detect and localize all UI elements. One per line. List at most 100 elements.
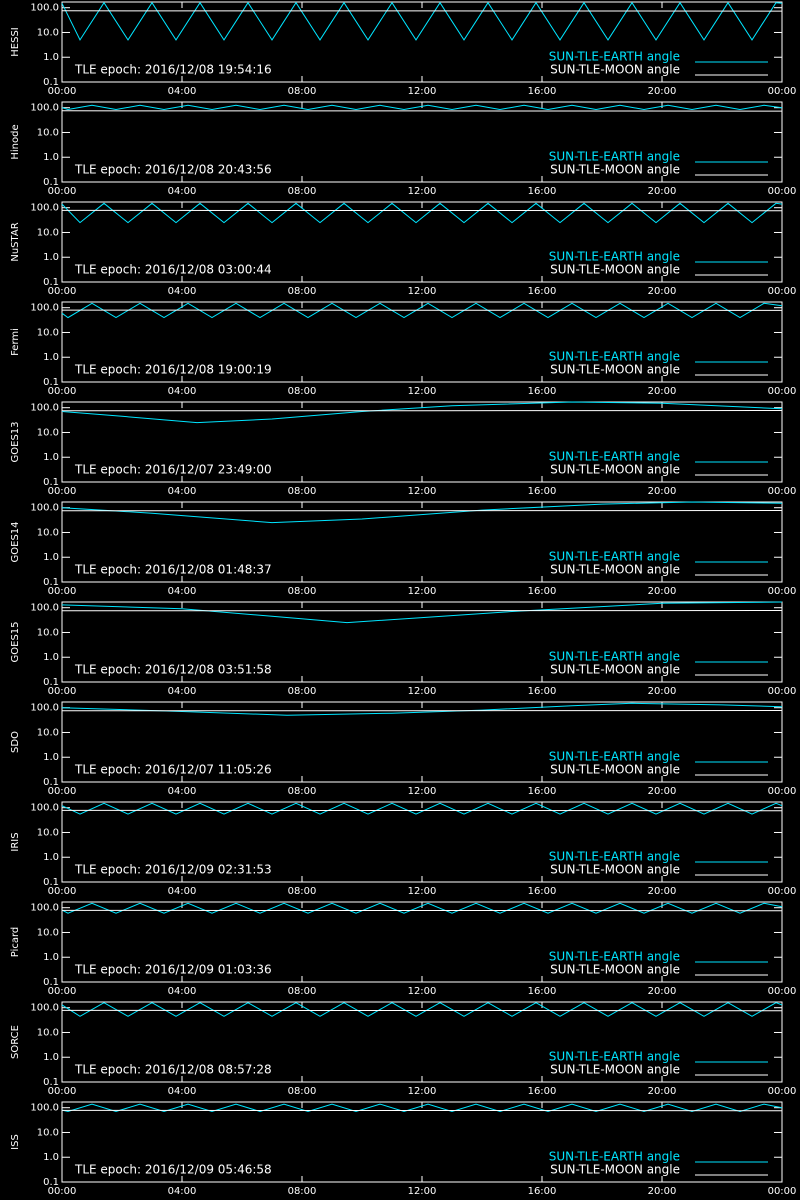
y-tick-label: 10.0	[37, 327, 59, 338]
x-tick-label: 12:00	[408, 786, 437, 797]
y-tick-label: 10.0	[37, 27, 59, 38]
x-tick-label: 16:00	[528, 86, 557, 97]
y-tick-label: 10.0	[37, 127, 59, 138]
series-line	[61, 104, 783, 111]
x-tick-label: 20:00	[648, 86, 677, 97]
x-tick-label: 12:00	[408, 686, 437, 697]
series-line	[61, 1, 783, 41]
x-tick-label: 00:00	[48, 86, 77, 97]
legend-label: SUN-TLE-EARTH angle	[549, 50, 680, 64]
x-tick-label: 20:00	[648, 886, 677, 897]
x-tick-label: 00:00	[768, 886, 797, 897]
y-tick-label: 100.0	[30, 1103, 59, 1114]
x-tick-label: 08:00	[288, 986, 317, 997]
x-tick-label: 00:00	[48, 686, 77, 697]
y-tick-label: 100.0	[30, 203, 59, 214]
legend-label: SUN-TLE-MOON angle	[550, 163, 680, 177]
x-tick-label: 04:00	[168, 686, 197, 697]
x-tick-label: 00:00	[768, 386, 797, 397]
x-tick-label: 04:00	[168, 1086, 197, 1097]
annotation: TLE epoch: 2016/12/08 03:00:44	[74, 263, 272, 277]
x-tick-label: 16:00	[528, 586, 557, 597]
x-tick-label: 12:00	[408, 886, 437, 897]
annotation: TLE epoch: 2016/12/08 19:00:19	[74, 363, 272, 377]
x-tick-label: 00:00	[768, 586, 797, 597]
y-axis-label: HESSI	[10, 27, 21, 56]
x-tick-label: 16:00	[528, 1086, 557, 1097]
y-tick-label: 1.0	[43, 252, 59, 263]
legend-label: SUN-TLE-MOON angle	[550, 763, 680, 777]
y-tick-label: 100.0	[30, 703, 59, 714]
y-tick-label: 10.0	[37, 627, 59, 638]
y-tick-label: 10.0	[37, 1027, 59, 1038]
x-tick-label: 04:00	[168, 1186, 197, 1197]
y-tick-label: 1.0	[43, 652, 59, 663]
x-tick-label: 00:00	[768, 286, 797, 297]
y-axis-label: Hinode	[10, 124, 21, 159]
x-tick-label: 04:00	[168, 86, 197, 97]
x-tick-label: 08:00	[288, 886, 317, 897]
legend-label: SUN-TLE-MOON angle	[550, 263, 680, 277]
y-axis-label: GOES13	[10, 421, 21, 462]
y-tick-label: 0.1	[43, 1077, 59, 1088]
y-tick-label: 0.1	[43, 677, 59, 688]
y-tick-label: 10.0	[37, 227, 59, 238]
legend-label: SUN-TLE-EARTH angle	[549, 250, 680, 264]
y-tick-label: 0.1	[43, 177, 59, 188]
annotation: TLE epoch: 2016/12/09 01:03:36	[74, 963, 272, 977]
y-tick-label: 0.1	[43, 277, 59, 288]
legend-label: SUN-TLE-EARTH angle	[549, 950, 680, 964]
annotation: TLE epoch: 2016/12/08 01:48:37	[74, 563, 272, 577]
x-tick-label: 00:00	[48, 1086, 77, 1097]
panel: GOES15 0.1 1.0 10.0 100.0 00:00 04:00 08:00 12:0…	[10, 601, 797, 697]
annotation: TLE epoch: 2016/12/08 20:43:56	[74, 163, 272, 177]
x-tick-label: 00:00	[48, 586, 77, 597]
series-line	[61, 1002, 783, 1017]
x-tick-label: 20:00	[648, 786, 677, 797]
legend-label: SUN-TLE-EARTH angle	[549, 350, 680, 364]
x-tick-label: 12:00	[408, 286, 437, 297]
x-tick-label: 00:00	[48, 886, 77, 897]
x-tick-label: 00:00	[768, 486, 797, 497]
x-tick-label: 04:00	[168, 786, 197, 797]
x-tick-label: 16:00	[528, 286, 557, 297]
x-tick-label: 16:00	[528, 786, 557, 797]
series-line	[61, 702, 783, 716]
y-tick-label: 100.0	[30, 503, 59, 514]
x-tick-label: 16:00	[528, 386, 557, 397]
y-tick-label: 0.1	[43, 577, 59, 588]
panel: GOES13 0.1 1.0 10.0 100.0 00:00 04:00 08:00 12:0…	[10, 401, 797, 497]
x-tick-label: 16:00	[528, 1186, 557, 1197]
y-tick-label: 100.0	[30, 103, 59, 114]
x-tick-label: 00:00	[768, 1186, 797, 1197]
y-tick-label: 10.0	[37, 727, 59, 738]
y-axis-label: GOES15	[10, 621, 21, 662]
y-tick-label: 100.0	[30, 803, 59, 814]
x-tick-label: 00:00	[768, 686, 797, 697]
y-tick-label: 1.0	[43, 452, 59, 463]
annotation: TLE epoch: 2016/12/09 05:46:58	[74, 1163, 272, 1177]
panel: GOES14 0.1 1.0 10.0 100.0 00:00 04:00 08:00 12:0…	[10, 501, 797, 597]
y-tick-label: 100.0	[30, 303, 59, 314]
x-tick-label: 00:00	[48, 1186, 77, 1197]
y-axis-label: NuSTAR	[10, 222, 21, 261]
legend-label: SUN-TLE-EARTH angle	[549, 750, 680, 764]
x-tick-label: 00:00	[768, 86, 797, 97]
series-line	[61, 601, 783, 624]
y-tick-label: 0.1	[43, 777, 59, 788]
panel: IRIS 0.1 1.0 10.0 100.0 00:00 04:00 08:00 12:00 1…	[10, 801, 797, 897]
y-axis-label: GOES14	[10, 521, 21, 562]
x-tick-label: 04:00	[168, 986, 197, 997]
x-tick-label: 12:00	[408, 586, 437, 597]
legend-label: SUN-TLE-MOON angle	[550, 963, 680, 977]
x-tick-label: 20:00	[648, 486, 677, 497]
y-axis-label: IRIS	[10, 832, 21, 851]
legend-label: SUN-TLE-MOON angle	[550, 563, 680, 577]
y-tick-label: 10.0	[37, 527, 59, 538]
y-tick-label: 0.1	[43, 1177, 59, 1188]
x-tick-label: 08:00	[288, 386, 317, 397]
x-tick-label: 16:00	[528, 886, 557, 897]
panel: SDO 0.1 1.0 10.0 100.0 00:00 04:00 08:00 12:00 16…	[10, 701, 796, 797]
